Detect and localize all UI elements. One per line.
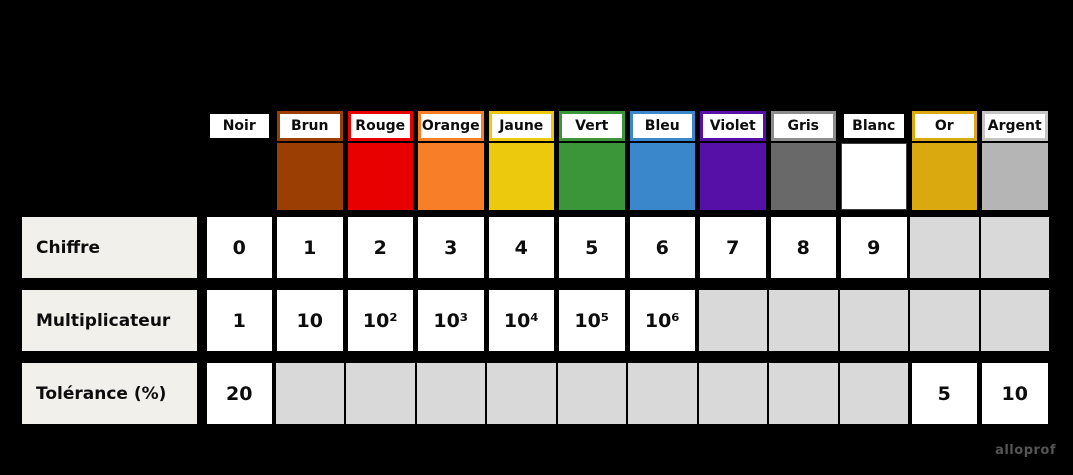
empty-cell-multiplicateur-or: [909, 290, 980, 351]
empty-cell-chiffre-argent: [979, 217, 1050, 278]
column-header-noir: Noir: [206, 111, 272, 141]
column-header-brun: Brun: [277, 111, 343, 141]
color-swatch-jaune: [488, 143, 554, 210]
value-cell-chiffre-bleu: 6: [629, 217, 695, 278]
color-swatch-rouge: [347, 143, 413, 210]
column-header-vert: Vert: [559, 111, 625, 141]
value-cell-multiplicateur-orange: 10³: [418, 290, 484, 351]
value-cell-multiplicateur-brun: 10: [277, 290, 343, 351]
column-header-violet: Violet: [700, 111, 766, 141]
color-swatch-row: [22, 143, 1050, 210]
empty-cell-chiffre-or: [909, 217, 980, 278]
value-cell-chiffre-violet: 7: [700, 217, 766, 278]
value-cell-multiplicateur-vert: 10⁵: [559, 290, 625, 351]
empty-cell-tolerance-orange: [415, 363, 486, 424]
table-body: Chiffre 0 1 2 3 4 5 6 7 8 9 Multiplicateur 1 10 10² 10³…: [22, 217, 1050, 424]
table-row-tolerance: Tolérance (%) 20 5 10: [22, 363, 1050, 424]
column-header-bleu: Bleu: [629, 111, 695, 141]
empty-cell-tolerance-violet: [697, 363, 768, 424]
empty-cell-tolerance-brun: [274, 363, 345, 424]
empty-cell-tolerance-vert: [556, 363, 627, 424]
value-cell-chiffre-rouge: 2: [347, 217, 413, 278]
empty-cell-tolerance-jaune: [486, 363, 557, 424]
value-cell-multiplicateur-rouge: 10²: [347, 290, 413, 351]
empty-cell-multiplicateur-argent: [979, 290, 1050, 351]
color-swatch-brun: [277, 143, 343, 210]
value-cell-tolerance-argent: 10: [982, 363, 1048, 424]
column-header-orange: Orange: [418, 111, 484, 141]
value-cell-chiffre-vert: 5: [559, 217, 625, 278]
color-swatch-gris: [770, 143, 836, 210]
column-header-blanc: Blanc: [841, 111, 907, 141]
value-cell-tolerance-or: 5: [911, 363, 977, 424]
value-cell-multiplicateur-noir: 1: [206, 290, 272, 351]
alloprof-watermark: alloprof: [995, 443, 1056, 458]
color-swatch-argent: [982, 143, 1048, 210]
column-header-gris: Gris: [770, 111, 836, 141]
resistor-color-code-table: Noir Brun Rouge Orange Jaune Vert Bleu Violet Gr…: [22, 111, 1050, 424]
value-cell-chiffre-gris: 8: [770, 217, 836, 278]
column-header-or: Or: [911, 111, 977, 141]
row-label-chiffre: Chiffre: [22, 217, 197, 278]
empty-cell-tolerance-blanc: [838, 363, 909, 424]
column-header-rouge: Rouge: [347, 111, 413, 141]
color-swatch-orange: [418, 143, 484, 210]
value-cell-chiffre-jaune: 4: [488, 217, 554, 278]
empty-cell-tolerance-bleu: [627, 363, 698, 424]
color-swatch-noir: [206, 143, 272, 210]
empty-cell-multiplicateur-violet: [697, 290, 768, 351]
value-cell-chiffre-brun: 1: [277, 217, 343, 278]
color-name-header-row: Noir Brun Rouge Orange Jaune Vert Bleu Violet Gr…: [22, 111, 1050, 141]
color-swatch-or: [911, 143, 977, 210]
color-swatch-violet: [700, 143, 766, 210]
row-label-multiplicateur: Multiplicateur: [22, 290, 197, 351]
value-cell-chiffre-blanc: 9: [841, 217, 907, 278]
empty-cell-multiplicateur-blanc: [838, 290, 909, 351]
empty-cell-tolerance-gris: [768, 363, 839, 424]
color-swatch-vert: [559, 143, 625, 210]
empty-cell-tolerance-rouge: [345, 363, 416, 424]
value-cell-multiplicateur-jaune: 10⁴: [488, 290, 554, 351]
value-cell-tolerance-noir: 20: [206, 363, 272, 424]
column-header-jaune: Jaune: [488, 111, 554, 141]
empty-cell-multiplicateur-gris: [768, 290, 839, 351]
color-swatch-bleu: [629, 143, 695, 210]
color-swatch-blanc: [841, 143, 907, 210]
row-label-tolerance: Tolérance (%): [22, 363, 197, 424]
table-row-chiffre: Chiffre 0 1 2 3 4 5 6 7 8 9: [22, 217, 1050, 278]
column-header-argent: Argent: [982, 111, 1048, 141]
value-cell-multiplicateur-bleu: 10⁶: [629, 290, 695, 351]
value-cell-chiffre-orange: 3: [418, 217, 484, 278]
value-cell-chiffre-noir: 0: [206, 217, 272, 278]
table-row-multiplicateur: Multiplicateur 1 10 10² 10³ 10⁴ 10⁵ 10⁶: [22, 290, 1050, 351]
